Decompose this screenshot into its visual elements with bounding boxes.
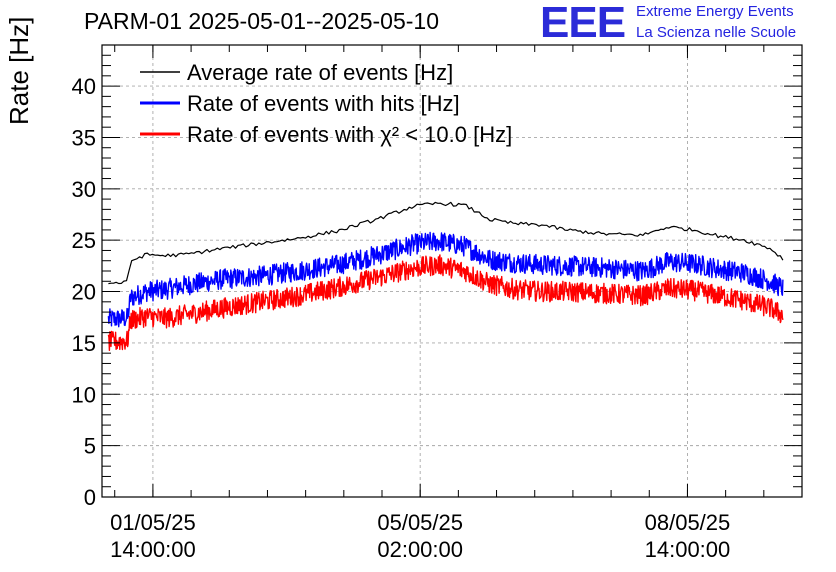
- legend-label-0: Average rate of events [Hz]: [187, 60, 453, 85]
- series-layer: [107, 201, 784, 351]
- eee-logo: EEE: [540, 0, 626, 47]
- y-tick-label: 15: [72, 331, 96, 356]
- x-tick-label-date: 05/05/25: [377, 510, 463, 535]
- chart-title: PARM-01 2025-05-01--2025-05-10: [84, 8, 439, 34]
- y-tick-label: 25: [72, 228, 96, 253]
- logo-subtitle-2: La Scienza nelle Scuole: [636, 24, 797, 41]
- y-tick-label: 5: [84, 434, 96, 459]
- y-tick-label: 35: [72, 125, 96, 150]
- series-line-0: [108, 201, 784, 285]
- series-line-1: [107, 231, 784, 328]
- y-tick-label: 30: [72, 177, 96, 202]
- legend-label-1: Rate of events with hits [Hz]: [187, 91, 460, 116]
- x-tick-label-date: 01/05/25: [110, 510, 196, 535]
- x-tick-label-time: 14:00:00: [110, 537, 196, 562]
- x-tick-label-time: 14:00:00: [645, 537, 731, 562]
- y-tick-label: 0: [84, 485, 96, 510]
- y-tick-label: 10: [72, 382, 96, 407]
- legend-label-2: Rate of events with χ² < 10.0 [Hz]: [187, 122, 512, 147]
- x-tick-label-time: 02:00:00: [377, 537, 463, 562]
- series-line-2: [107, 254, 784, 351]
- y-tick-label: 40: [72, 74, 96, 99]
- y-tick-label: 20: [72, 280, 96, 305]
- logo-subtitle-1: Extreme Energy Events: [636, 3, 794, 20]
- legend: Average rate of events [Hz] Rate of event…: [140, 60, 512, 147]
- y-axis-label: Rate [Hz]: [4, 16, 34, 125]
- axis-ticks: 051015202530354001/05/2514:00:0005/05/25…: [72, 45, 802, 562]
- x-tick-label-date: 08/05/25: [645, 510, 731, 535]
